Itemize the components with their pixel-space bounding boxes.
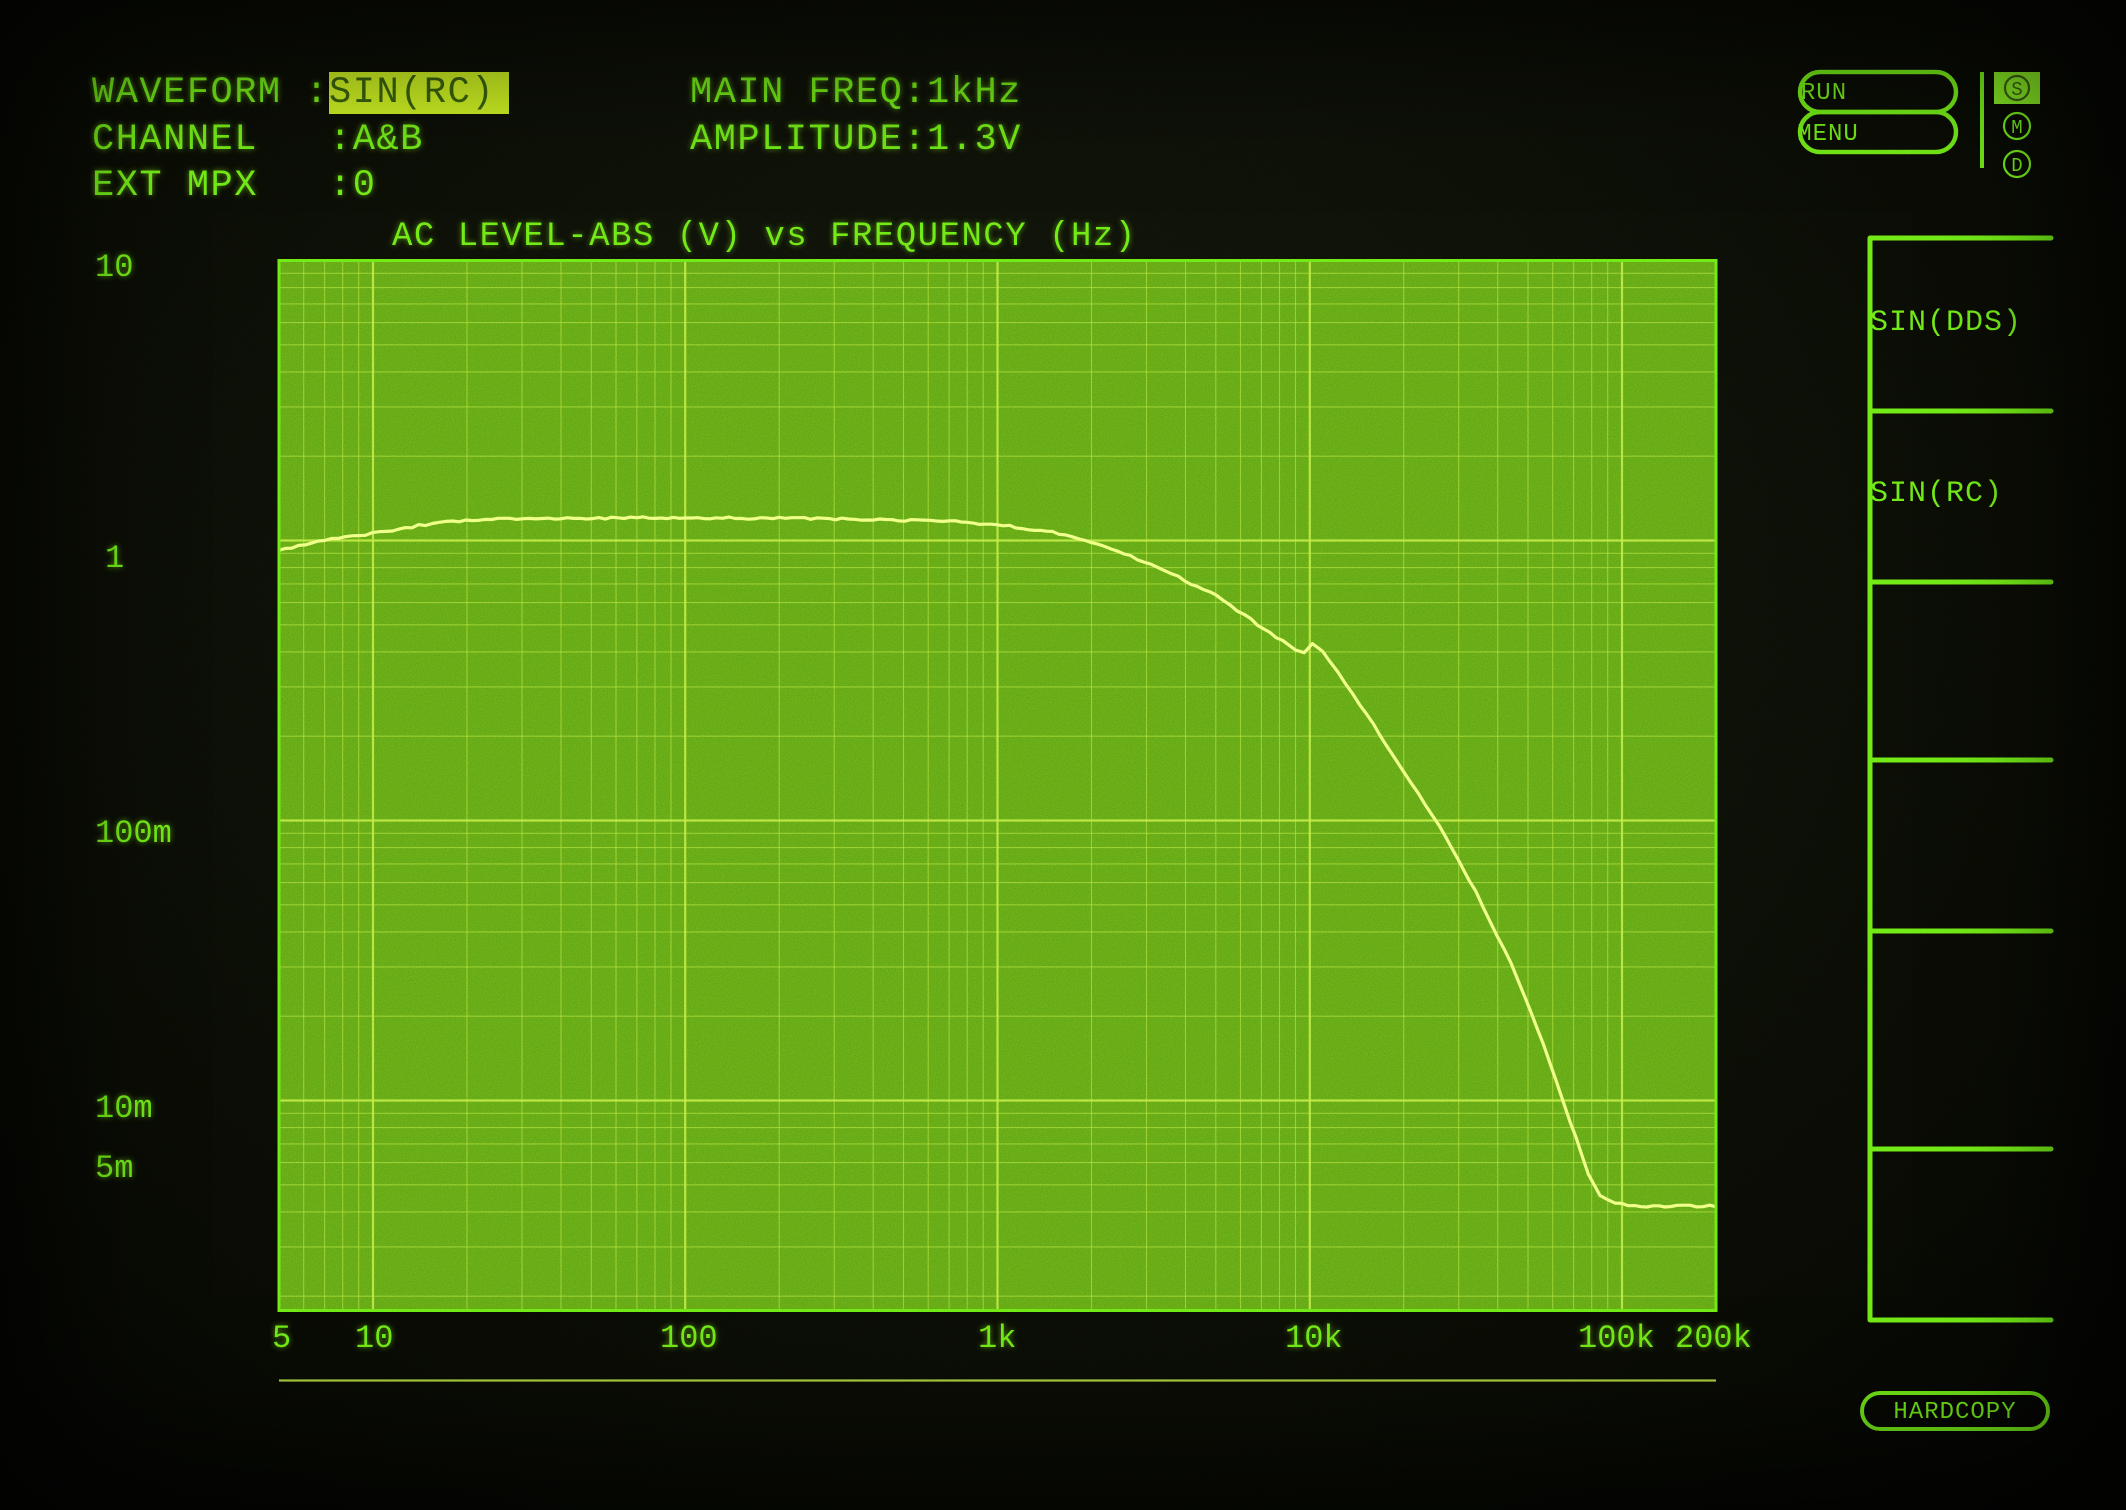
svg-text:S: S — [2011, 79, 2022, 101]
svg-text:SIN(RC): SIN(RC) — [1870, 477, 2003, 511]
svg-text:M: M — [2011, 117, 2022, 139]
svg-text:SIN(DDS): SIN(DDS) — [1870, 306, 2022, 340]
svg-text:HARDCOPY: HARDCOPY — [1893, 1399, 2016, 1426]
svg-text:D: D — [2011, 155, 2022, 177]
svg-text:MENU: MENU — [1797, 121, 1859, 148]
svg-text:RUN: RUN — [1801, 80, 1847, 107]
